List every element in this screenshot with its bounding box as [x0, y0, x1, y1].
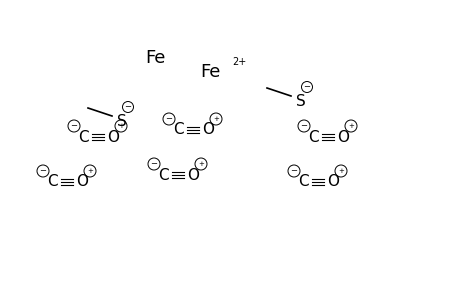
Text: Fe: Fe	[145, 49, 165, 67]
Text: +: +	[337, 168, 343, 174]
Text: +: +	[213, 116, 218, 122]
Text: +: +	[198, 161, 203, 167]
Text: C: C	[157, 167, 168, 182]
Text: −: −	[150, 160, 157, 169]
Text: S: S	[117, 115, 127, 130]
Text: −: −	[124, 103, 131, 112]
Text: O: O	[76, 175, 88, 190]
Text: −: −	[300, 122, 307, 130]
Text: S: S	[296, 94, 305, 110]
Text: +: +	[87, 168, 93, 174]
Text: C: C	[307, 130, 318, 145]
Text: O: O	[187, 167, 199, 182]
Text: 2+: 2+	[231, 57, 246, 67]
Text: O: O	[202, 122, 213, 137]
Text: −: −	[290, 167, 297, 176]
Text: +: +	[118, 123, 123, 129]
Text: C: C	[46, 175, 57, 190]
Text: O: O	[326, 175, 338, 190]
Text: C: C	[78, 130, 88, 145]
Text: −: −	[70, 122, 77, 130]
Text: C: C	[297, 175, 308, 190]
Text: C: C	[172, 122, 183, 137]
Text: −: −	[39, 167, 46, 176]
Text: +: +	[347, 123, 353, 129]
Text: Fe: Fe	[199, 63, 220, 81]
Text: O: O	[107, 130, 119, 145]
Text: −: −	[303, 82, 310, 91]
Text: O: O	[336, 130, 348, 145]
Text: −: −	[165, 115, 172, 124]
